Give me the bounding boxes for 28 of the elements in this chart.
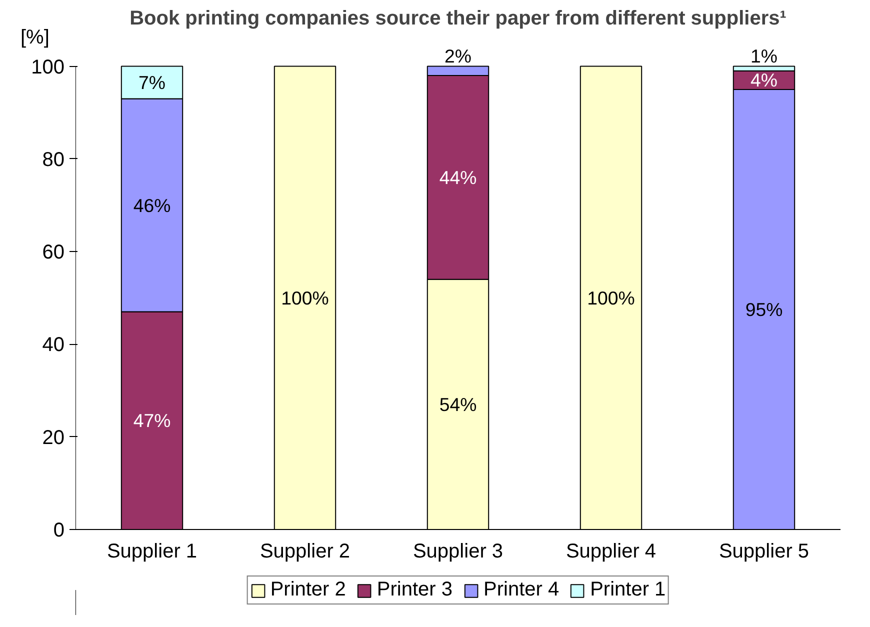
y-tick-label: 0 xyxy=(53,520,64,542)
x-tick-label: Supplier 1 xyxy=(106,540,198,562)
data-label: 47% xyxy=(133,410,171,432)
data-label: 46% xyxy=(133,194,171,216)
x-tick-label: Supplier 4 xyxy=(566,540,656,562)
y-axis-title: [%] xyxy=(20,26,50,48)
legend-label: Printer 4 xyxy=(484,578,560,602)
data-label: 54% xyxy=(439,394,477,415)
data-label: 44% xyxy=(439,166,477,188)
x-tick-label: Supplier 2 xyxy=(260,540,350,562)
data-label: 95% xyxy=(745,298,783,320)
legend-label: Printer 3 xyxy=(376,578,452,602)
data-label: 1% xyxy=(750,45,778,66)
chart-title: Book printing companies source their paper from different suppliers¹ xyxy=(130,8,787,30)
legend-label: Printer 2 xyxy=(270,578,346,602)
data-label: 7% xyxy=(138,72,166,94)
data-label: 100% xyxy=(281,287,329,308)
y-tick-label: 100 xyxy=(31,56,65,78)
x-tick-label: Supplier 5 xyxy=(718,540,810,562)
legend-label: Printer 1 xyxy=(590,578,666,602)
y-tick-label: 80 xyxy=(42,148,65,171)
y-tick-label: 20 xyxy=(42,426,65,449)
data-label: 100% xyxy=(587,287,635,308)
y-tick-label: 40 xyxy=(42,334,65,356)
data-label: 4% xyxy=(750,70,778,91)
x-tick-label: Supplier 3 xyxy=(412,540,504,562)
y-tick-label: 60 xyxy=(42,242,65,264)
data-label: 2% xyxy=(444,45,472,66)
